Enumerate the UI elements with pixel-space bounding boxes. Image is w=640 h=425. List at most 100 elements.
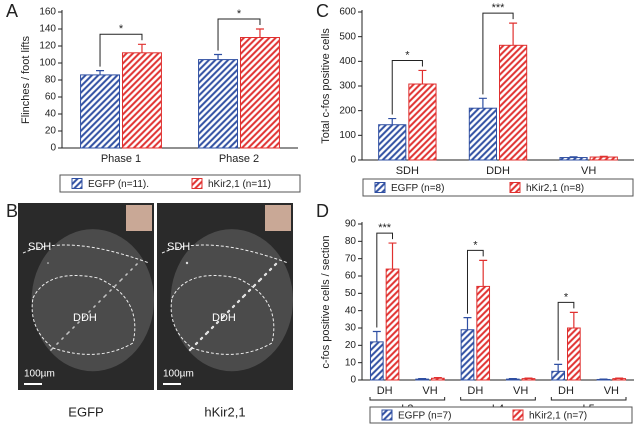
error-bar bbox=[372, 330, 381, 342]
cell-dot bbox=[185, 261, 189, 265]
significance-label: * bbox=[119, 23, 124, 35]
legend-box bbox=[59, 174, 301, 193]
x-tick-label: DH bbox=[467, 385, 483, 397]
y-tick-label: 80 bbox=[45, 75, 57, 86]
error-bar bbox=[569, 156, 578, 158]
cell-dot bbox=[62, 337, 64, 339]
cell-dot bbox=[121, 278, 123, 280]
x-tick-label: Phase 1 bbox=[101, 153, 141, 165]
significance-bracket bbox=[217, 18, 261, 51]
bar bbox=[415, 378, 430, 381]
error-bar bbox=[255, 28, 264, 38]
significance-bracket bbox=[391, 59, 423, 115]
y-tick-label: 40 bbox=[45, 109, 57, 120]
bar bbox=[378, 124, 407, 161]
cell-dot bbox=[236, 300, 240, 304]
y-tick-label: 30 bbox=[345, 323, 357, 334]
cell-dot bbox=[114, 285, 116, 287]
y-tick-label: 10 bbox=[345, 357, 357, 368]
panel-label: B bbox=[6, 201, 18, 221]
cell-dot bbox=[268, 268, 272, 272]
significance-bracket bbox=[482, 12, 514, 95]
y-tick-label: 0 bbox=[350, 155, 356, 166]
y-tick-label: 100 bbox=[39, 58, 56, 69]
panel-label: C bbox=[316, 1, 329, 21]
group-bracket bbox=[550, 397, 627, 401]
cell-dot bbox=[93, 306, 95, 308]
x-tick-label: SDH bbox=[396, 165, 419, 177]
y-tick-label: 60 bbox=[45, 92, 57, 103]
cell-dot bbox=[66, 333, 68, 335]
tissue bbox=[31, 229, 154, 372]
legend-label: hKir2,1 (n=8) bbox=[526, 183, 584, 194]
cell-dot bbox=[131, 268, 133, 270]
significance-bracket bbox=[557, 301, 575, 361]
cell-dot bbox=[98, 301, 100, 303]
bar bbox=[431, 377, 445, 381]
x-tick-label: DH bbox=[558, 385, 574, 397]
legend-box bbox=[362, 178, 634, 197]
error-bar bbox=[599, 155, 608, 158]
legend-swatch bbox=[509, 182, 521, 193]
scale-bar-label: 100µm bbox=[163, 369, 194, 380]
error-bar bbox=[524, 377, 533, 379]
cell-dot bbox=[120, 279, 122, 281]
x-tick-label: Phase 2 bbox=[219, 153, 259, 165]
error-bar bbox=[463, 317, 472, 330]
inset bbox=[126, 205, 152, 231]
legend-swatch bbox=[374, 182, 386, 193]
legend-label: EGFP (n=11). bbox=[88, 179, 149, 190]
legend-swatch bbox=[191, 178, 203, 189]
y-tick-label: 300 bbox=[339, 81, 356, 92]
y-tick-label: 80 bbox=[345, 236, 357, 247]
bar bbox=[80, 74, 120, 149]
cell-dot bbox=[84, 315, 86, 317]
cell-dot bbox=[126, 273, 128, 275]
bar bbox=[499, 44, 528, 161]
cell-dot bbox=[215, 321, 219, 325]
bar bbox=[559, 157, 588, 161]
error-bar bbox=[478, 97, 487, 109]
legend-box bbox=[369, 406, 633, 424]
y-axis-label: Total c-fos positive cells bbox=[320, 28, 332, 144]
cell-dot bbox=[47, 262, 49, 264]
cell-dot bbox=[51, 348, 53, 350]
legend-label: EGFP (n=8) bbox=[391, 183, 444, 194]
image-label: hKir2,1 bbox=[204, 404, 245, 419]
bar bbox=[385, 268, 400, 381]
legend-swatch bbox=[71, 178, 83, 189]
y-tick-label: 90 bbox=[345, 219, 357, 230]
error-bar bbox=[433, 376, 442, 379]
bar bbox=[589, 156, 618, 161]
cell-dot bbox=[103, 296, 105, 298]
legend-label: hKir2,1 (n=7) bbox=[529, 411, 587, 422]
cell-dot bbox=[204, 332, 208, 336]
bar bbox=[476, 285, 491, 381]
bar bbox=[369, 341, 384, 381]
bar bbox=[505, 378, 520, 381]
y-axis-label: c-fos positive cells / section bbox=[320, 235, 332, 368]
y-tick-label: 40 bbox=[345, 305, 357, 316]
bar bbox=[468, 107, 497, 161]
cell-dot bbox=[263, 273, 267, 277]
region-outline bbox=[161, 244, 289, 264]
y-tick-label: 600 bbox=[339, 7, 356, 18]
region-label: DDH bbox=[73, 312, 97, 324]
cell-dot bbox=[220, 316, 224, 320]
cell-dot bbox=[61, 338, 63, 340]
significance-label: * bbox=[473, 239, 478, 251]
cell-dot bbox=[67, 332, 69, 334]
cell-dot bbox=[50, 349, 52, 351]
cell-dot bbox=[199, 337, 203, 341]
cell-dot bbox=[105, 294, 107, 296]
error-bar bbox=[418, 69, 427, 85]
y-tick-label: 20 bbox=[45, 126, 57, 137]
legend-swatch bbox=[381, 409, 393, 421]
group-bracket bbox=[460, 397, 536, 401]
cell-dot bbox=[78, 321, 80, 323]
image-label: EGFP bbox=[68, 404, 103, 419]
cell-dot bbox=[194, 342, 198, 346]
cell-dot bbox=[77, 322, 79, 324]
error-bar bbox=[96, 70, 105, 75]
